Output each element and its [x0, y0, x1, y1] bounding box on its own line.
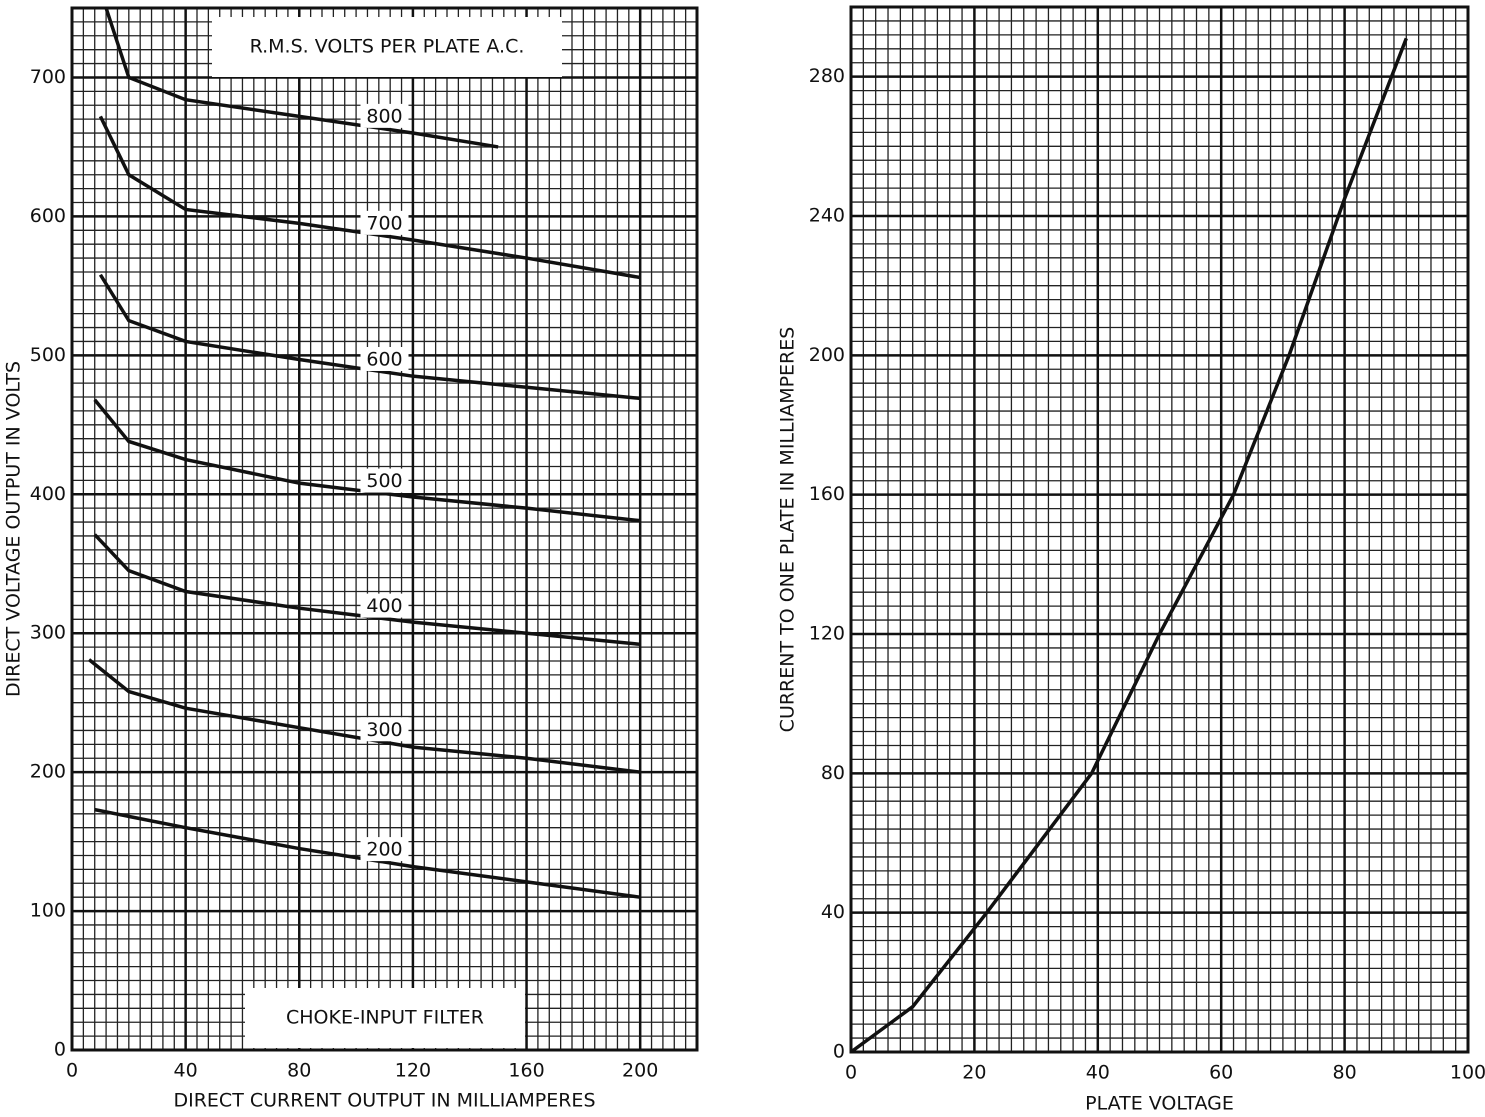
- y-axis-label: DIRECT VOLTAGE OUTPUT IN VOLTS: [3, 361, 25, 697]
- series-label-bg: [360, 103, 409, 128]
- annotation-box: [212, 17, 562, 77]
- x-axis-label: DIRECT CURRENT OUTPUT IN MILLIAMPERES: [173, 1090, 595, 1112]
- x-tick-label: 160: [508, 1060, 544, 1082]
- y-tick-label: 200: [30, 761, 66, 783]
- line: [98, 273, 641, 401]
- plot-frame: [70, 6, 699, 1052]
- series-label: 600: [366, 349, 402, 371]
- x-tick-label: 200: [622, 1060, 658, 1082]
- y-axis-label: CURRENT TO ONE PLATE IN MILLIAMPERES: [777, 327, 799, 733]
- x-tick-label: 100: [1450, 1062, 1485, 1084]
- y-tick-label: 160: [809, 483, 845, 505]
- series-label: 800: [366, 105, 402, 127]
- x-tick-label: 40: [174, 1060, 198, 1082]
- x-tick-label: 80: [1333, 1062, 1357, 1084]
- line: [93, 398, 641, 523]
- series-label-bg: [360, 717, 409, 742]
- line: [94, 807, 641, 899]
- annotation-box: [245, 988, 525, 1048]
- x-tick-label: 120: [395, 1060, 431, 1082]
- series-label: 300: [366, 719, 402, 741]
- x-tick-label: 0: [66, 1060, 78, 1082]
- y-tick-label: 0: [833, 1041, 845, 1063]
- x-tick-label: 40: [1086, 1062, 1110, 1084]
- line: [87, 658, 641, 774]
- x-tick-label: 20: [962, 1062, 986, 1084]
- y-tick-label: 240: [809, 205, 845, 227]
- x-tick-label: 0: [845, 1062, 857, 1084]
- series-label-bg: [360, 347, 409, 372]
- y-tick-label: 300: [30, 622, 66, 644]
- series-label: 700: [366, 212, 402, 234]
- series-label: 400: [366, 595, 402, 617]
- annotation: CHOKE-INPUT FILTER: [286, 1007, 484, 1029]
- line: [849, 37, 1408, 1054]
- y-tick-label: 500: [30, 344, 66, 366]
- plot-frame: [849, 5, 1470, 1054]
- x-tick-label: 60: [1209, 1062, 1233, 1084]
- y-tick-label: 120: [809, 623, 845, 645]
- x-axis-label: PLATE VOLTAGE: [1085, 1093, 1234, 1115]
- series-label: 200: [366, 839, 402, 861]
- annotation: R.M.S. VOLTS PER PLATE A.C.: [250, 36, 525, 58]
- series-label-bg: [360, 837, 409, 862]
- series-label-bg: [360, 593, 409, 618]
- x-tick-label: 80: [287, 1060, 311, 1082]
- y-tick-label: 40: [821, 901, 845, 923]
- line: [104, 7, 499, 149]
- y-tick-label: 700: [30, 66, 66, 88]
- series-label-bg: [360, 468, 409, 493]
- series-label: 500: [366, 470, 402, 492]
- line: [98, 115, 641, 280]
- line: [93, 533, 641, 647]
- y-tick-label: 400: [30, 483, 66, 505]
- y-tick-label: 600: [30, 205, 66, 227]
- y-tick-label: 280: [809, 65, 845, 87]
- y-tick-label: 100: [30, 900, 66, 922]
- series-label-bg: [360, 210, 409, 235]
- y-tick-label: 200: [809, 344, 845, 366]
- y-tick-label: 0: [54, 1039, 66, 1061]
- y-tick-label: 80: [821, 762, 845, 784]
